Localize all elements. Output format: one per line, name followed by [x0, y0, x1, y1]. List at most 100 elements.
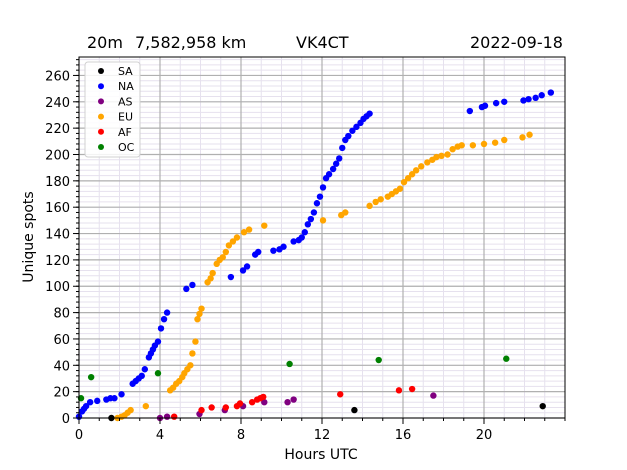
y-tick-label: 0: [62, 412, 70, 427]
data-point-oc: [286, 360, 293, 368]
y-tick-label: 260: [45, 69, 70, 84]
data-point-na: [366, 110, 373, 117]
data-point-eu: [469, 142, 477, 149]
y-tick-label: 220: [45, 122, 70, 137]
data-point-na: [301, 229, 308, 236]
y-tick-label: 140: [45, 228, 70, 243]
data-point-na: [345, 132, 352, 140]
x-tick-label: 0: [75, 428, 83, 443]
data-point-na: [313, 200, 321, 207]
data-point-eu: [219, 254, 226, 261]
axis-ticks: 0 4 8 12 16 200204060801001201401601802002202…: [45, 59, 566, 443]
data-point-eu: [198, 305, 205, 312]
data-point-eu: [408, 171, 416, 178]
data-point-eu: [412, 167, 420, 174]
data-point-eu: [189, 350, 196, 357]
data-point-na: [501, 98, 508, 105]
legend-label-af: AF: [118, 126, 132, 139]
distance-label: 7,582,958 km: [135, 33, 247, 52]
data-point-eu: [372, 198, 379, 206]
data-point-na: [520, 97, 527, 104]
data-point-as: [261, 398, 268, 406]
data-point-eu: [187, 362, 194, 369]
data-point-eu: [229, 238, 237, 245]
x-tick-label: 4: [156, 428, 164, 443]
data-point-na: [118, 391, 125, 398]
data-point-na: [243, 263, 251, 270]
data-point-na: [189, 281, 196, 289]
data-point-na: [316, 193, 324, 200]
data-point-na: [86, 398, 94, 406]
data-point-eu: [444, 151, 451, 158]
data-point-eu: [342, 209, 349, 216]
data-point-oc: [87, 373, 95, 381]
data-point-eu: [366, 202, 373, 210]
x-tick-label: 8: [237, 428, 245, 443]
data-point-eu: [396, 185, 404, 192]
data-point-eu: [491, 139, 499, 146]
legend-marker-as: [98, 98, 104, 105]
data-point-eu: [519, 134, 526, 141]
legend-marker-af: [98, 128, 104, 135]
data-point-af: [208, 404, 215, 411]
data-point-af: [395, 387, 403, 394]
data-point-na: [280, 243, 287, 250]
legend-marker-sa: [98, 68, 104, 74]
data-point-na: [547, 89, 555, 96]
legend-marker-eu: [98, 113, 104, 120]
data-point-af: [337, 391, 344, 398]
y-tick-label: 100: [45, 280, 70, 295]
data-point-af: [236, 400, 244, 407]
y-tick-label: 160: [45, 201, 70, 216]
data-point-na: [525, 95, 532, 103]
data-point-eu: [240, 229, 248, 236]
data-point-na: [481, 102, 489, 109]
data-point-eu: [196, 310, 203, 318]
data-point-na: [307, 215, 315, 223]
data-point-eu: [222, 248, 230, 256]
data-point-eu: [480, 140, 488, 148]
data-point-eu: [245, 226, 253, 233]
data-point-na: [298, 234, 305, 241]
data-point-eu: [438, 152, 445, 160]
y-tick-label: 60: [53, 333, 70, 348]
x-axis-label: Hours UTC: [284, 447, 357, 463]
data-point-na: [82, 402, 90, 410]
band-label: 20m: [87, 33, 123, 52]
data-point-na: [163, 309, 171, 316]
data-point-eu: [501, 136, 508, 144]
y-tick-label: 240: [45, 96, 70, 111]
x-tick-label: 20: [476, 428, 493, 443]
y-tick-label: 80: [53, 307, 70, 322]
data-point-af: [170, 413, 178, 420]
data-point-eu: [225, 242, 233, 249]
legend-marker-na: [98, 83, 104, 90]
data-point-eu: [233, 234, 241, 241]
data-point-eu: [194, 315, 201, 323]
data-point-na: [336, 155, 343, 162]
data-point-na: [227, 273, 235, 281]
y-tick-label: 20: [53, 386, 70, 401]
data-point-na: [332, 160, 340, 167]
legend-label-oc: OC: [118, 141, 135, 154]
major-grid: [78, 57, 565, 419]
data-point-na: [111, 395, 118, 402]
data-point-as: [430, 392, 437, 399]
data-point-eu: [142, 402, 150, 410]
data-point-as: [284, 398, 291, 406]
data-point-eu: [377, 196, 384, 203]
data-point-na: [94, 397, 101, 405]
y-tick-label: 120: [45, 254, 70, 269]
date-label: 2022-09-18: [470, 33, 563, 52]
legend-label-as: AS: [118, 95, 133, 108]
data-point-eu: [526, 131, 533, 138]
data-point-na: [154, 338, 162, 345]
data-point-sa: [539, 402, 546, 410]
legend-label-sa: SA: [118, 65, 133, 78]
data-point-oc: [503, 355, 510, 362]
data-point-eu: [209, 269, 216, 277]
data-point-eu: [127, 406, 134, 414]
data-point-eu: [418, 163, 425, 170]
data-point-eu: [433, 153, 440, 161]
